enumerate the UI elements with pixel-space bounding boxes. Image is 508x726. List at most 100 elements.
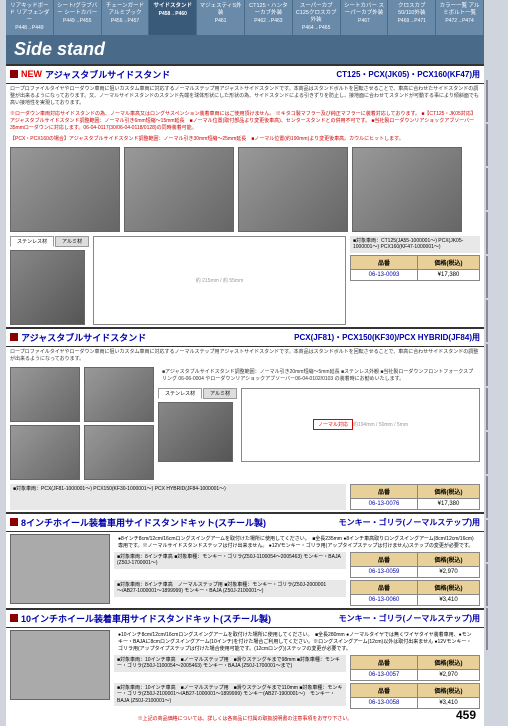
mat-tab-alumi[interactable]: アルミ材 xyxy=(55,236,89,247)
side-tab[interactable] xyxy=(486,212,488,254)
bullet-icon xyxy=(10,518,18,526)
product-photo xyxy=(10,534,110,604)
side-tab[interactable] xyxy=(486,564,488,606)
mat-tab-alumi[interactable]: アルミ材 xyxy=(203,388,237,399)
th-price: 価格(税込) xyxy=(418,255,480,269)
th-partno: 品番 xyxy=(351,255,418,269)
tab-rear[interactable]: リアキッドボード リアフェンダーP448→P449 xyxy=(6,0,54,35)
target-info: ■対象車両：PCX(JF81-1000001～) PCX150(KF30-100… xyxy=(10,484,346,510)
material-tabs: ステンレス材 アルミ材 xyxy=(158,388,237,399)
sec4-sub: モンキー・ゴリラ(ノーマルステップ)用 xyxy=(339,613,480,624)
tab-sidestand[interactable]: サイドスタンドP458→P460 xyxy=(149,0,197,35)
side-tab[interactable] xyxy=(486,168,488,210)
page: リアキッドボード リアフェンダーP448→P449 シート/グラブバー シートカ… xyxy=(6,0,484,726)
product-photo xyxy=(10,630,110,700)
price-table: 品番価格(税込) 06-13-0058¥3,410 xyxy=(350,683,480,709)
product-photo xyxy=(158,402,233,462)
sec1-sub: CT125・PCX(JK05)・PCX160(KF47)用 xyxy=(336,69,480,80)
tab-seatcover[interactable]: シートカバー スーパーカブ外装P467 xyxy=(341,0,389,35)
sec3-bullets: ●8インチ8cm/12cm/16cmロングスイングアームを取付けた場所に使用して… xyxy=(114,534,480,552)
section-1: NEW アジャスタブルサイドスタンド CT125・PCX(JK05)・PCX16… xyxy=(6,64,484,327)
sec2-price-row: ■対象車両：PCX(JF81-1000001～) PCX150(KF30-100… xyxy=(6,482,484,512)
price: ¥3,410 xyxy=(418,697,480,708)
price-table: 品番価格(税込) 06-13-0057¥2,970 xyxy=(350,655,480,681)
side-tab[interactable] xyxy=(486,432,488,474)
tab-ct125[interactable]: CT125・ハンターカブ外装P462→P463 xyxy=(245,0,293,35)
target-info: ■対象車両：10インチ車高 ■ノーマルステップ用 ■滑りステングキまで110mm… xyxy=(114,683,346,707)
side-tab[interactable] xyxy=(486,300,488,342)
product-photo xyxy=(84,367,154,422)
product-photo xyxy=(124,147,234,232)
sec1-photos xyxy=(6,145,484,234)
section-3: 8インチホイール装着車用サイドスタンドキット(スチール製) モンキー・ゴリラ(ノ… xyxy=(6,512,484,608)
target-info: ■対象車両：8インチ車高 ノーマルステップ用 ■対象車種：モンキー・ゴリラ(Z5… xyxy=(114,580,346,597)
tab-chain[interactable]: チェーンガード アルミブックP456→P457 xyxy=(102,0,150,35)
side-tab[interactable] xyxy=(486,388,488,430)
part-number: 06-13-0076 xyxy=(351,498,418,509)
side-tab[interactable] xyxy=(486,256,488,298)
part-number: 06-13-0060 xyxy=(351,594,418,605)
tab-crosscub[interactable]: クロスカブ50/110外装P469→P471 xyxy=(388,0,436,35)
tab-supercub[interactable]: スーパーカブC125クロスカブ外装P464→P465 xyxy=(293,0,341,35)
tech-drawing: ノーマル対応 約194mm / 50mm / 5mm xyxy=(241,388,480,462)
page-header: Side stand xyxy=(6,35,484,64)
sec1-body: ロープロファイルタイヤやローダウン車両に狙いカスタム車両に対応するノーマルステッ… xyxy=(6,84,484,109)
sec4-title-row: 10インチホイール装着車用サイドスタンドキット(スチール製) モンキー・ゴリラ(… xyxy=(6,610,484,628)
tech-drawing: 約 215mm / 約 55mm xyxy=(93,236,346,325)
new-badge: NEW xyxy=(21,69,42,79)
mat-tab-steel[interactable]: ステンレス材 xyxy=(10,236,54,247)
price-table: 品番価格(税込) 06-13-0060¥3,410 xyxy=(350,580,480,606)
side-index-tabs xyxy=(486,80,502,652)
top-nav-tabs: リアキッドボード リアフェンダーP448→P449 シート/グラブバー シートカ… xyxy=(6,0,484,35)
side-tab[interactable] xyxy=(486,124,488,166)
side-tab[interactable] xyxy=(486,80,488,122)
sec4-bullets: ●10インチ8cm/12cm/16cmロングスイングアームを取付けた場所に使用し… xyxy=(114,630,480,655)
sec3-title: 8インチホイール装着車用サイドスタンドキット(スチール製) xyxy=(21,516,339,529)
bullet-icon xyxy=(10,333,18,341)
side-tab[interactable] xyxy=(486,608,488,650)
part-number: 06-13-0059 xyxy=(351,566,418,577)
side-tab[interactable] xyxy=(486,476,488,518)
price: ¥2,970 xyxy=(418,566,480,577)
page-title: Side stand xyxy=(14,39,476,60)
mat-tab-steel[interactable]: ステンレス材 xyxy=(158,388,202,399)
sec1-warn: ※ローダウン車両対応サイドスタンドの為、ノーマル車高又はロングサスペンション装着… xyxy=(6,109,484,134)
photo-stack xyxy=(84,367,154,480)
sec3-sub: モンキー・ゴリラ(ノーマルステップ)用 xyxy=(339,517,480,528)
footer-note: ※上記の商品価格については。詳しくは各商品に付属の取扱説明書の注意事項をお守り下… xyxy=(6,711,484,726)
price: ¥2,970 xyxy=(418,669,480,680)
tab-color[interactable]: カラー一覧 アルミボルト一覧P472→P474 xyxy=(436,0,484,35)
price-table: 品番価格(税込) 06-13-0059¥2,970 xyxy=(350,552,480,578)
sec2-title: アジャスタブルサイドスタンド xyxy=(21,331,294,344)
tab-majesty[interactable]: マジェスティS外装P461 xyxy=(197,0,245,35)
price: ¥3,410 xyxy=(418,594,480,605)
side-tab[interactable] xyxy=(486,520,488,562)
target-info: ■対象車両：CT125(JA55-1000001～) PCX(JK05-1000… xyxy=(350,236,480,253)
price: ¥17,380 xyxy=(418,269,480,280)
sec1-warn2: 【PCX・PCX160の場合】アジャスタブルサイドスタンド調整範囲：ノーマル引き… xyxy=(6,134,484,145)
product-photo xyxy=(10,367,80,422)
normal-badge: ノーマル対応 xyxy=(313,419,353,430)
sec3-title-row: 8インチホイール装着車用サイドスタンドキット(スチール製) モンキー・ゴリラ(ノ… xyxy=(6,514,484,532)
sec4-row: ●10インチ8cm/12cm/16cmロングスイングアームを取付けた場所に使用し… xyxy=(6,628,484,711)
sec1-row2: ステンレス材 アルミ材 約 215mm / 約 55mm ■対象車両：CT125… xyxy=(6,234,484,327)
price-table: 品番価格(税込) 06-13-0093¥17,380 xyxy=(350,255,480,281)
target-info: ■対象車両：8インチ車高 ■対象車種：モンキー・ゴリラ(Z50J-1100054… xyxy=(114,552,346,569)
product-photo xyxy=(352,147,462,232)
product-photo xyxy=(84,425,154,480)
price-table: 品番価格(税込) 06-13-0076¥17,380 xyxy=(350,484,480,510)
product-photo xyxy=(10,425,80,480)
price: ¥17,380 xyxy=(418,498,480,509)
sec1-right: ■対象車両：CT125(JA55-1000001～) PCX(JK05-1000… xyxy=(350,236,480,325)
side-tab[interactable] xyxy=(486,344,488,386)
sec1-title: アジャスタブルサイドスタンド xyxy=(45,68,336,81)
product-photo xyxy=(10,250,85,325)
bullet-icon xyxy=(10,614,18,622)
sec2-row: ■アジャスタブルサイドスタンド調整範囲：ノーマル引き20mm短縮～5mm延長 ■… xyxy=(6,365,484,482)
sec1-title-row: NEW アジャスタブルサイドスタンド CT125・PCX(JK05)・PCX16… xyxy=(6,66,484,84)
product-photo xyxy=(238,147,348,232)
sec2-bullets: ■アジャスタブルサイドスタンド調整範囲：ノーマル引き20mm短縮～5mm延長 ■… xyxy=(158,367,480,385)
part-number: 06-13-0057 xyxy=(351,669,418,680)
tab-seat[interactable]: シート/グラブバー シートカバーP449→P455 xyxy=(54,0,102,35)
bullet-icon xyxy=(10,70,18,78)
